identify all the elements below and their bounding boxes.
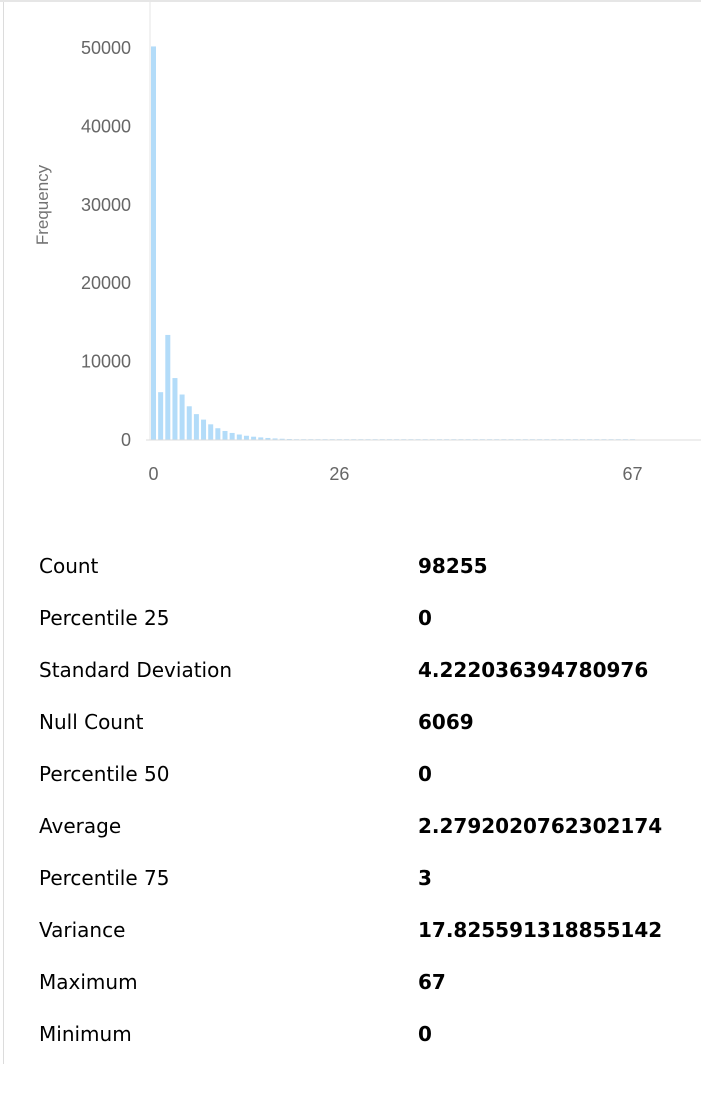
histogram-bar [258,437,264,440]
panel-left-border [3,2,4,1064]
histogram-bar [172,378,178,440]
histogram-bar [222,430,228,440]
histogram-bar [243,435,249,440]
stat-value: 0 [418,1022,432,1046]
stat-row-average: Average 2.2792020762302174 [0,801,701,853]
stat-value: 98255 [418,554,488,578]
top-border [0,0,701,2]
stat-label: Null Count [39,710,144,734]
y-axis-title: Frequency [33,164,52,245]
histogram-bar [236,434,242,440]
stat-row-count: Count 98255 [0,541,701,593]
histogram-bar [151,46,156,440]
stat-value: 6069 [418,710,474,734]
stat-value: 0 [418,762,432,786]
stat-row-minimum: Minimum 0 [0,1009,701,1061]
stat-label: Percentile 50 [39,762,170,786]
histogram-bar [279,438,285,440]
y-tick-label: 20000 [81,273,131,293]
stat-value: 17.825591318855142 [418,918,663,942]
stat-row-percentile-25: Percentile 25 0 [0,593,701,645]
stat-row-variance: Variance 17.825591318855142 [0,905,701,957]
y-tick-label: 0 [121,430,131,450]
histogram-bars [151,46,636,440]
stat-value: 67 [418,970,446,994]
histogram-bar [251,436,257,440]
histogram-bar [215,428,221,440]
stat-row-maximum: Maximum 67 [0,957,701,1009]
x-tick-label: 0 [148,464,158,484]
statistics-table: Count 98255 Percentile 25 0 Standard Dev… [0,541,701,1061]
y-tick-label: 50000 [81,38,131,58]
x-tick-label: 26 [329,464,349,484]
histogram-chart: 0 10000 20000 30000 40000 50000 Frequency 0 26… [33,2,701,484]
stat-value: 0 [418,606,432,630]
stat-label: Percentile 25 [39,606,170,630]
stat-label: Percentile 75 [39,866,170,890]
stat-label: Variance [39,918,126,942]
stat-row-percentile-75: Percentile 75 3 [0,853,701,905]
stat-row-null-count: Null Count 6069 [0,697,701,749]
stat-label: Standard Deviation [39,658,233,682]
stat-row-percentile-50: Percentile 50 0 [0,749,701,801]
x-tick-label: 67 [623,464,643,484]
histogram-bar [165,334,171,440]
stat-value: 2.2792020762302174 [418,814,663,838]
histogram-bar [158,392,164,440]
histogram-bar [186,406,192,440]
stat-value: 4.222036394780976 [418,658,649,682]
x-axis-tick-labels: 0 26 67 [148,464,642,484]
y-tick-label: 10000 [81,352,131,372]
histogram-bar [265,437,271,440]
stat-label: Average [39,814,122,838]
stat-row-standard-deviation: Standard Deviation 4.222036394780976 [0,645,701,697]
histogram-bar [201,419,207,440]
y-tick-label: 40000 [81,116,131,136]
stat-label: Count [39,554,99,578]
histogram-bar [193,414,199,440]
histogram-bar [208,424,214,440]
y-axis-tick-labels: 0 10000 20000 30000 40000 50000 [81,38,131,450]
y-tick-label: 30000 [81,195,131,215]
histogram-bar [179,394,185,440]
stat-label: Maximum [39,970,138,994]
histogram-bar [272,438,278,440]
histogram-bar [229,432,235,440]
stat-label: Minimum [39,1022,132,1046]
stat-value: 3 [418,866,432,890]
